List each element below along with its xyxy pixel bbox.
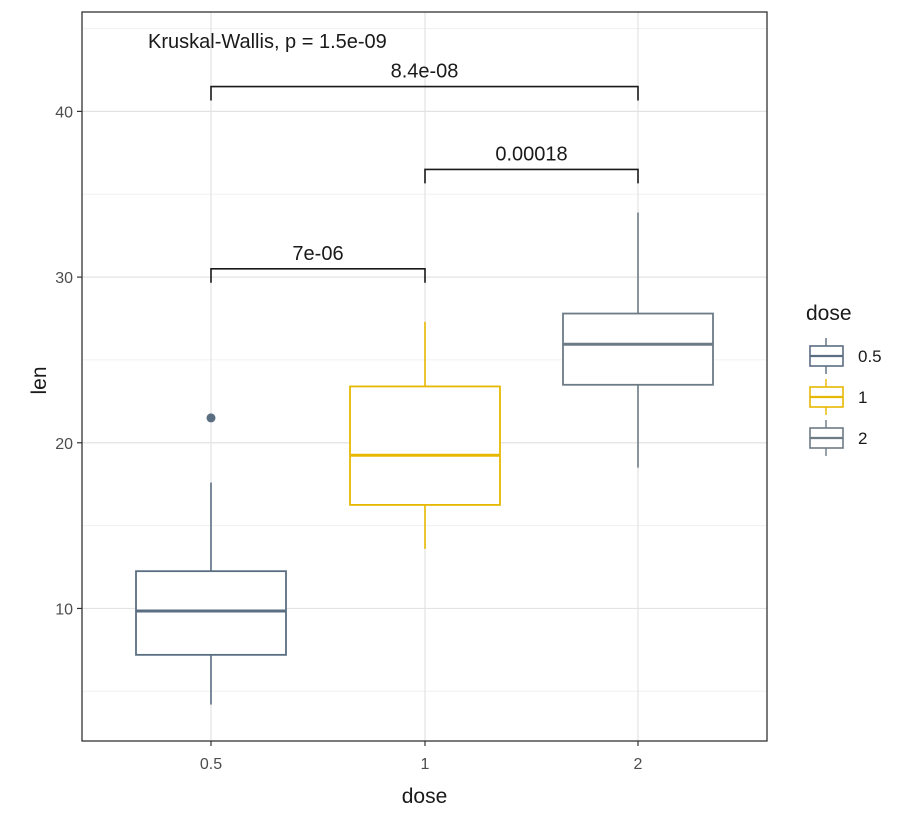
legend-entry-0.5: 0.5 xyxy=(809,338,882,374)
bracket-0.5-1: 7e-06 xyxy=(210,243,426,283)
y-tick-label: 10 xyxy=(55,601,73,618)
legend-entry-1: 1 xyxy=(809,379,867,415)
x-tick-label: 2 xyxy=(634,756,643,773)
global-test-label: Kruskal-Wallis, p = 1.5e-09 xyxy=(148,31,387,53)
legend-title: dose xyxy=(806,302,852,325)
box-1 xyxy=(349,321,501,549)
legend: dose 0.5 1 2 xyxy=(806,302,882,456)
x-tick-label: 1 xyxy=(421,756,430,773)
boxes xyxy=(135,212,714,705)
bracket-label: 8.4e-08 xyxy=(391,61,459,83)
bracket-line xyxy=(424,168,639,184)
bracket-0.5-2: 8.4e-08 xyxy=(210,61,639,101)
legend-entry-2: 2 xyxy=(809,420,867,456)
box-iqr xyxy=(135,570,287,656)
x-tick-label: 0.5 xyxy=(200,756,222,773)
bracket-line xyxy=(210,85,639,101)
bracket-label: 7e-06 xyxy=(292,243,343,265)
bracket-line xyxy=(210,268,426,283)
x-axis: 0.5 1 2 xyxy=(200,741,643,773)
box-iqr xyxy=(562,312,714,386)
box-iqr xyxy=(349,385,501,506)
comparison-brackets: 7e-06 0.00018 8.4e-08 xyxy=(210,61,639,283)
y-tick-label: 40 xyxy=(55,104,73,121)
box-2 xyxy=(562,212,714,468)
y-tick-label: 30 xyxy=(55,270,73,287)
legend-label: 0.5 xyxy=(858,347,882,366)
y-tick-label: 20 xyxy=(55,436,73,453)
x-axis-title: dose xyxy=(402,785,448,808)
outlier-point xyxy=(206,413,216,423)
legend-label: 2 xyxy=(858,429,867,448)
bracket-1-2: 0.00018 xyxy=(424,143,639,184)
bracket-label: 0.00018 xyxy=(495,143,567,165)
y-axis-title: len xyxy=(28,366,51,394)
y-axis: 10 20 30 40 xyxy=(55,104,82,618)
box-0.5 xyxy=(135,413,287,705)
legend-label: 1 xyxy=(858,388,867,407)
